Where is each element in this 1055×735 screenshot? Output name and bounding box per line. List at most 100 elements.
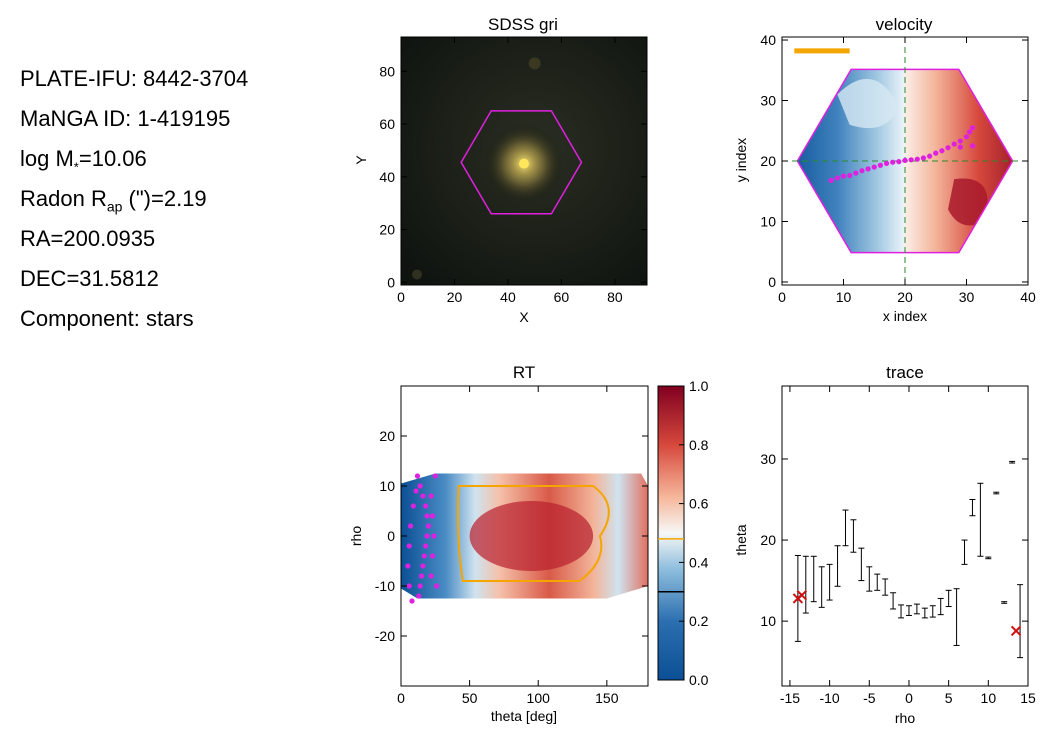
rt-colorbar [657, 385, 685, 681]
velocity-panel: velocity 0 10 20 30 40 0 10 20 30 40 x index y i… [733, 15, 1036, 324]
rt-colorbar-tick-label: 0.4 [689, 554, 709, 570]
velocity-trace-point [933, 150, 939, 156]
velocity-trace-point [883, 160, 890, 167]
sdss-x-axis-label: X [519, 309, 529, 325]
rt-colorbar-tick-label: 0.8 [689, 437, 709, 453]
trace-x-tick-label: -10 [819, 690, 839, 706]
velocity-low-blob [837, 78, 899, 129]
trace-crosses [792, 589, 1022, 637]
velocity-trace-point [828, 177, 834, 183]
rt-trace-point [408, 523, 414, 529]
rt-contour [456, 485, 610, 582]
radon-value: (")=2.19 [122, 186, 207, 211]
rt-y-tick-label: 10 [379, 478, 395, 494]
rt-peak-region [469, 501, 594, 571]
rt-trace-point [424, 533, 430, 539]
ra-label: RA=200.0935 [20, 226, 156, 251]
rt-colorbar-tick-label: 0.0 [689, 672, 709, 688]
rt-heatmap [401, 473, 648, 599]
radon-aperture-label: Radon Rap (")=2.19 [20, 186, 207, 214]
velocity-y-ticks: 0 10 20 30 40 [760, 32, 1028, 290]
rt-x-tick-label: 50 [462, 690, 478, 706]
velocity-trace-point [945, 145, 951, 151]
velocity-trace-point [957, 144, 963, 150]
rt-trace-point [406, 543, 412, 549]
velocity-trace-point [908, 157, 914, 163]
velocity-y-tick-label: 20 [760, 153, 776, 169]
stellar-mass-prefix: log M [20, 146, 74, 171]
rt-trace-point [414, 473, 421, 479]
rt-trace-point [413, 488, 419, 494]
sdss-background-source [528, 57, 541, 70]
trace-cross-marker [1010, 625, 1022, 637]
rt-x-tick-label: 100 [527, 690, 551, 706]
plate-ifu-label: PLATE-IFU: 8442-3704 [20, 66, 249, 91]
rt-trace-point [421, 553, 427, 559]
velocity-x-tick-label: 0 [778, 289, 786, 305]
velocity-trace-point [834, 175, 840, 181]
rt-y-tick-label: 20 [379, 428, 395, 444]
rt-trace-point [425, 523, 432, 529]
rt-colorbar-tick-label: 0.6 [689, 496, 709, 512]
rt-trace-point [409, 598, 415, 604]
sdss-galaxy-core [519, 158, 529, 169]
velocity-trace-point [865, 166, 871, 172]
velocity-trace-point [853, 170, 859, 176]
trace-x-tick-label: 0 [905, 690, 913, 706]
rt-trace-point [417, 583, 423, 589]
sdss-y-axis-label: Y [353, 155, 369, 165]
sdss-panel-title: SDSS gri [488, 15, 558, 34]
trace-x-ticks: -15 -10 -5 0 5 10 15 [780, 386, 1036, 706]
trace-panel: trace -15 -10 -5 0 5 10 15 10 20 30 rho theta [733, 363, 1036, 726]
radon-prefix: Radon R [20, 186, 107, 211]
trace-y-axis-label: theta [733, 524, 749, 555]
velocity-x-tick-label: 40 [1020, 289, 1036, 305]
rt-trace-point [429, 513, 436, 519]
trace-plot-frame [781, 385, 1029, 687]
velocity-y-tick-label: 0 [768, 274, 776, 290]
velocity-x-tick-label: 30 [959, 289, 975, 305]
trace-x-tick-label: -15 [780, 690, 800, 706]
trace-x-tick-label: 5 [945, 690, 953, 706]
velocity-trace-point [914, 156, 920, 162]
rt-trace-point [416, 593, 422, 599]
velocity-trace-point [963, 134, 970, 140]
velocity-trace-point [896, 159, 902, 165]
velocity-trace-point [890, 159, 896, 165]
dec-label: DEC=31.5812 [20, 266, 159, 291]
manga-id-label: MaNGA ID: 1-419195 [20, 106, 231, 131]
velocity-x-ticks: 0 10 20 30 40 [778, 37, 1036, 305]
rt-x-tick-label: 150 [595, 690, 619, 706]
velocity-trace-point [966, 129, 973, 135]
sdss-background-source [412, 269, 423, 280]
trace-error-bars [794, 460, 1024, 659]
stellar-mass-subscript: * [73, 159, 79, 175]
rt-x-axis-label: theta [deg] [491, 708, 557, 724]
rt-panel-title: RT [513, 363, 535, 382]
trace-y-tick-label: 20 [760, 532, 776, 548]
sdss-x-tick-label: 60 [554, 289, 570, 305]
rt-trace-point [423, 543, 429, 549]
radon-transform-panel: RT 0 50 100 150 -20 -10 0 10 20 theta [deg] rho… [348, 363, 709, 724]
rt-trace-point [429, 553, 436, 559]
trace-x-axis-label: rho [895, 710, 915, 726]
velocity-y-tick-label: 30 [760, 93, 776, 109]
trace-x-tick-label: 10 [981, 690, 997, 706]
trace-x-tick-label: 15 [1020, 690, 1036, 706]
velocity-trace-point [902, 157, 908, 163]
trace-y-ticks: 10 20 30 [760, 451, 1028, 629]
velocity-y-tick-label: 10 [760, 213, 776, 229]
rt-y-ticks: -20 -10 0 10 20 [375, 428, 648, 644]
velocity-high-blob [948, 178, 988, 226]
velocity-trace-point [847, 172, 853, 179]
rt-trace-point [423, 503, 429, 509]
component-label: Component: stars [20, 306, 194, 331]
sdss-x-tick-label: 0 [397, 289, 405, 305]
sdss-x-tick-label: 40 [500, 289, 516, 305]
rt-y-axis-label: rho [348, 526, 364, 546]
rt-colorbar-tick-label: 0.2 [689, 613, 709, 629]
sdss-y-tick-label: 80 [379, 63, 395, 79]
stellar-mass-value: =10.06 [78, 146, 147, 171]
sdss-plot-frame [400, 36, 648, 286]
